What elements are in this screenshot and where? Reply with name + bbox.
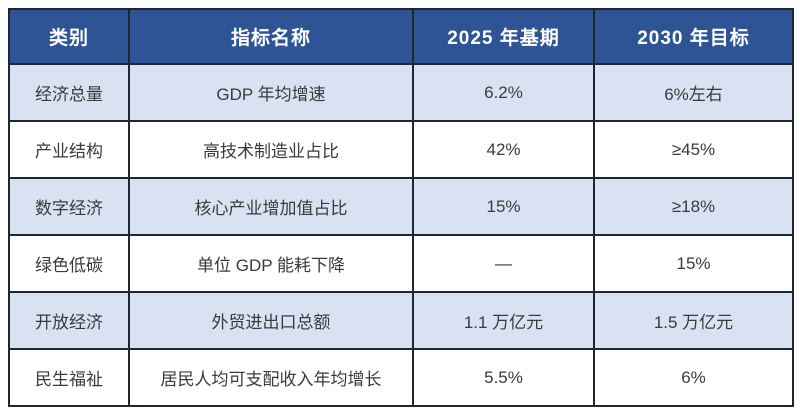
header-cell-category: 类别 xyxy=(8,8,130,65)
cell-indicator: 高技术制造业占比 xyxy=(128,120,414,179)
table-row: 产业结构 高技术制造业占比 42% ≥45% xyxy=(8,120,794,179)
cell-target-value: 1.5 万亿元 xyxy=(593,291,794,350)
cell-indicator: 居民人均可支配收入年均增长 xyxy=(128,348,414,407)
cell-indicator: 单位 GDP 能耗下降 xyxy=(128,234,414,293)
cell-base-value: 42% xyxy=(412,120,595,179)
header-cell-2025-base: 2025 年基期 xyxy=(412,8,595,65)
cell-target-value: 15% xyxy=(593,234,794,293)
table-row: 数字经济 核心产业增加值占比 15% ≥18% xyxy=(8,177,794,236)
cell-base-value: 15% xyxy=(412,177,595,236)
cell-indicator: GDP 年均增速 xyxy=(128,63,414,122)
cell-target-value: 6% xyxy=(593,348,794,407)
table-row: 经济总量 GDP 年均增速 6.2% 6%左右 xyxy=(8,63,794,122)
cell-indicator: 外贸进出口总额 xyxy=(128,291,414,350)
cell-target-value: ≥45% xyxy=(593,120,794,179)
cell-base-value: 1.1 万亿元 xyxy=(412,291,595,350)
cell-base-value: 5.5% xyxy=(412,348,595,407)
indicators-table: 类别 指标名称 2025 年基期 2030 年目标 经济总量 GDP 年均增速 … xyxy=(8,8,794,407)
table-header-row: 类别 指标名称 2025 年基期 2030 年目标 xyxy=(8,8,794,65)
table-row: 绿色低碳 单位 GDP 能耗下降 — 15% xyxy=(8,234,794,293)
cell-category: 数字经济 xyxy=(8,177,130,236)
cell-indicator: 核心产业增加值占比 xyxy=(128,177,414,236)
cell-base-value: 6.2% xyxy=(412,63,595,122)
cell-base-value: — xyxy=(412,234,595,293)
table-row: 开放经济 外贸进出口总额 1.1 万亿元 1.5 万亿元 xyxy=(8,291,794,350)
header-cell-indicator-name: 指标名称 xyxy=(128,8,414,65)
cell-category: 开放经济 xyxy=(8,291,130,350)
header-cell-2030-target: 2030 年目标 xyxy=(593,8,794,65)
cell-category: 绿色低碳 xyxy=(8,234,130,293)
cell-target-value: ≥18% xyxy=(593,177,794,236)
table-row: 民生福祉 居民人均可支配收入年均增长 5.5% 6% xyxy=(8,348,794,407)
cell-category: 民生福祉 xyxy=(8,348,130,407)
cell-target-value: 6%左右 xyxy=(593,63,794,122)
cell-category: 产业结构 xyxy=(8,120,130,179)
cell-category: 经济总量 xyxy=(8,63,130,122)
